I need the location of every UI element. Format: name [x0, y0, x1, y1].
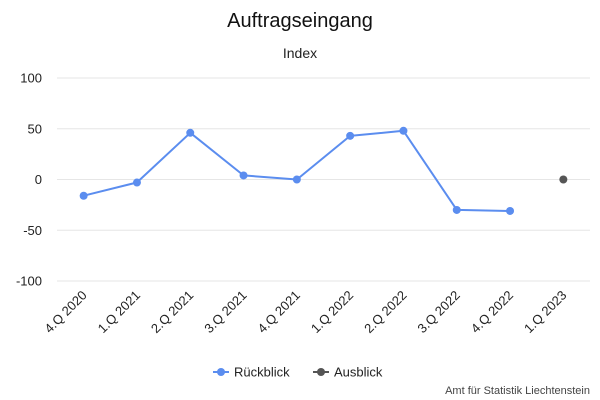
- x-axis: 4.Q 2020 1.Q 2021 2.Q 2021 3.Q 2021 4.Q 2021…: [41, 288, 569, 336]
- data-point[interactable]: [132, 178, 141, 187]
- legend-item[interactable]: Rückblick: [213, 365, 290, 380]
- chart-subtitle: Index: [283, 45, 317, 61]
- x-tick-label: 4.Q 2021: [255, 288, 303, 336]
- x-tick-label: 1.Q 2023: [521, 288, 569, 336]
- data-point[interactable]: [506, 206, 515, 215]
- legend-marker: [217, 368, 225, 376]
- grid: [57, 77, 590, 282]
- data-point[interactable]: [399, 126, 408, 135]
- credits[interactable]: Amt für Statistik Liechtenstein: [445, 385, 590, 397]
- series-1[interactable]: [559, 175, 568, 184]
- x-tick-label: 3.Q 2022: [414, 288, 462, 336]
- y-tick-label: 100: [20, 71, 42, 86]
- data-point[interactable]: [239, 171, 248, 180]
- x-tick-label: 1.Q 2021: [95, 288, 143, 336]
- data-point[interactable]: [346, 131, 355, 140]
- x-tick-label: 3.Q 2021: [201, 288, 249, 336]
- series-line: [83, 129, 511, 212]
- x-tick-label: 4.Q 2022: [468, 288, 516, 336]
- data-point[interactable]: [452, 205, 461, 214]
- y-tick-label: -100: [16, 274, 42, 289]
- chart-title: Auftragseingang: [227, 10, 373, 32]
- x-tick-label: 2.Q 2022: [361, 288, 409, 336]
- data-point[interactable]: [292, 175, 301, 184]
- plot-area: [79, 126, 568, 215]
- x-tick-label: 1.Q 2022: [308, 288, 356, 336]
- legend[interactable]: Rückblick Ausblick: [213, 365, 383, 380]
- x-tick-label: 4.Q 2020: [41, 288, 89, 336]
- legend-label: Rückblick: [234, 365, 290, 380]
- data-point[interactable]: [559, 175, 568, 184]
- data-point[interactable]: [186, 128, 195, 137]
- legend-item[interactable]: Ausblick: [313, 365, 383, 380]
- y-tick-label: 50: [28, 121, 42, 136]
- y-tick-label: 0: [35, 172, 42, 187]
- y-tick-label: -50: [23, 223, 42, 238]
- y-axis: 100 50 0 -50 -100: [16, 71, 42, 289]
- series-0[interactable]: [79, 126, 515, 215]
- data-point[interactable]: [79, 191, 88, 200]
- x-tick-label: 2.Q 2021: [148, 288, 196, 336]
- legend-marker: [317, 368, 325, 376]
- legend-label: Ausblick: [334, 365, 383, 380]
